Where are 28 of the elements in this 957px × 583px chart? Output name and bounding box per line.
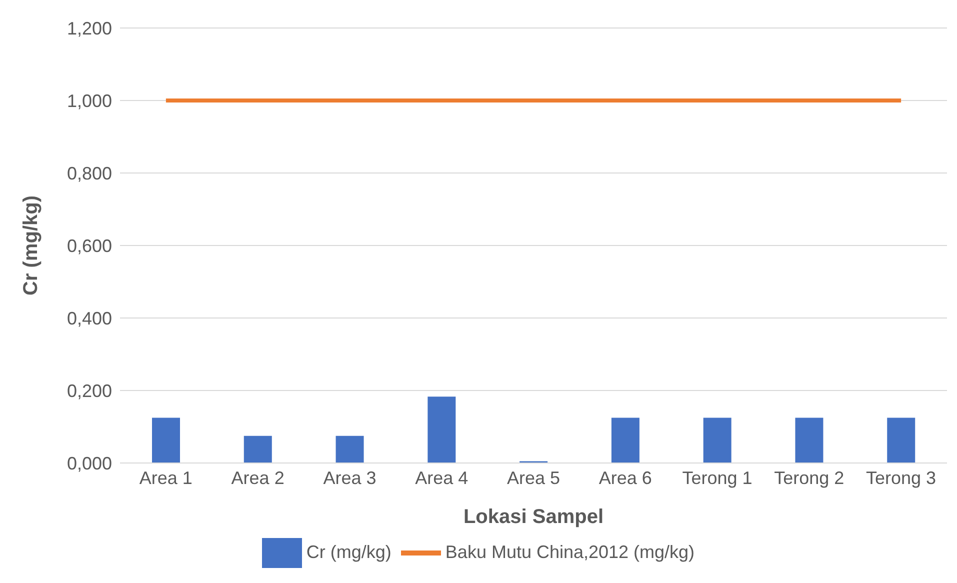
y-tick-label: 1,000 bbox=[66, 90, 112, 111]
x-tick-label: Area 3 bbox=[323, 468, 376, 488]
bar bbox=[611, 418, 640, 463]
bar bbox=[795, 418, 824, 463]
x-tick-label: Area 6 bbox=[598, 468, 652, 488]
bar bbox=[244, 436, 272, 463]
y-tick-label: 0,000 bbox=[66, 453, 112, 474]
x-tick-label: Terong 3 bbox=[866, 468, 936, 488]
legend-label: Cr (mg/kg) bbox=[306, 542, 392, 562]
y-tick-label: 0,400 bbox=[66, 308, 112, 328]
bar bbox=[428, 396, 456, 463]
y-tick-label: 0,200 bbox=[66, 380, 112, 401]
y-tick-label: 0,800 bbox=[66, 163, 112, 184]
y-tick-label: 1,200 bbox=[66, 18, 112, 38]
x-tick-label: Area 5 bbox=[506, 468, 560, 488]
bar bbox=[336, 436, 364, 463]
bar bbox=[703, 418, 732, 463]
y-axis-title: Cr (mg/kg) bbox=[20, 196, 42, 296]
y-tick-label: 0,600 bbox=[66, 236, 112, 256]
legend-label: Baku Mutu China,2012 (mg/kg) bbox=[445, 542, 695, 562]
x-tick-label: Area 4 bbox=[415, 468, 468, 488]
x-tick-label: Terong 1 bbox=[682, 468, 752, 488]
x-tick-label: Area 2 bbox=[231, 468, 284, 488]
x-tick-label: Area 1 bbox=[139, 468, 192, 488]
x-axis-title: Lokasi Sampel bbox=[463, 506, 604, 528]
bar bbox=[887, 418, 916, 463]
bar bbox=[152, 418, 180, 463]
x-tick-label: Terong 2 bbox=[774, 468, 844, 488]
